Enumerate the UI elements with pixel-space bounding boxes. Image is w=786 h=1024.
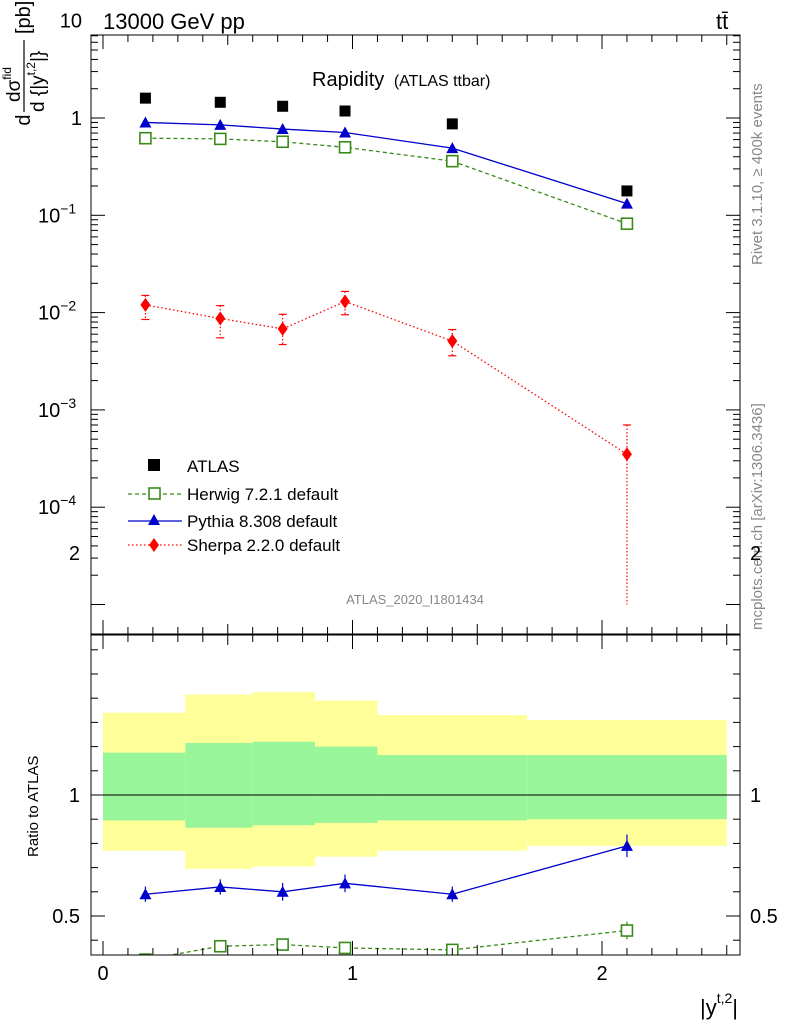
main-plot-marks [139, 92, 634, 605]
plot-title-sub: (ATLAS ttbar) [394, 73, 491, 90]
herwig-point-5 [620, 217, 634, 230]
ratio-pythia-curve [145, 845, 628, 895]
sherpa-point-3 [340, 294, 351, 309]
atlas-point-3 [339, 105, 351, 117]
main-ylabel-unit: [pb] [13, 1, 35, 34]
main-ytick-label-4: 10−3 [38, 395, 76, 422]
legend-atlas-label: ATLAS [187, 457, 240, 476]
pythia-point-3 [339, 126, 352, 138]
ratio-herwig-point-2 [276, 938, 289, 951]
rivet-version-label: Rivet 3.1.10, ≥ 400k events [749, 83, 766, 265]
ratio-band-inner-1 [185, 742, 253, 828]
pythia-point-5 [620, 197, 633, 209]
pythia-point-1 [214, 118, 227, 130]
herwig-point-3 [338, 140, 352, 154]
legend: ATLAS Herwig 7.2.1 default Pythia 8.308 … [128, 457, 340, 555]
ratio-herwig-point-5 [620, 924, 634, 937]
sherpa-point-4 [447, 334, 458, 349]
ratio-herwig-curve [167, 929, 628, 955]
ratio-band-inner-3 [315, 746, 378, 823]
main-ylabel-d: d [13, 114, 35, 125]
main-ytick-label-0: 10 [60, 11, 82, 33]
plot-title-main: Rapidity [312, 69, 384, 91]
ratio-pythia-point-5 [620, 839, 633, 851]
xtick-label-0: 0 [97, 963, 108, 985]
ratio-ytick-label-left-1: 1 [69, 785, 80, 807]
sherpa-curve [145, 300, 628, 455]
sherpa-point-2 [277, 321, 288, 336]
main-ylabel: d dσfid d {|yt,2|} [pb] [0, 1, 49, 126]
ratio-herwig-point-1 [213, 939, 227, 953]
main-ylabel-denominator: d {|yt,2|} [24, 51, 49, 112]
xlabel: |yt,2| [700, 990, 738, 1020]
pythia-curve [145, 121, 628, 205]
ratio-uncertainty-bands [103, 692, 727, 869]
main-ytick-label-1: 1 [71, 108, 82, 130]
legend-pythia-marker [148, 514, 160, 525]
axis-ticks [91, 35, 740, 955]
atlas-point-2 [277, 100, 289, 112]
xtick-label-1: 1 [347, 963, 358, 985]
ratio-ytick-label-left-0: 2 [69, 543, 80, 565]
ratio-ylabel: Ratio to ATLAS [25, 756, 42, 857]
legend-sherpa-marker [149, 538, 159, 552]
main-ytick-label-3: 10−2 [38, 298, 76, 325]
main-ylabel-numerator: dσfid [0, 67, 25, 102]
legend-atlas-marker [148, 459, 160, 471]
energy-label: 13000 GeV pp [103, 9, 245, 34]
ratio-pythia-point-1 [214, 880, 227, 892]
pythia-point-0 [139, 116, 152, 128]
sherpa-point-0 [140, 297, 151, 312]
ratio-pythia-point-3 [339, 877, 352, 889]
pythia-point-2 [276, 123, 289, 135]
herwig-point-1 [213, 132, 227, 146]
ratio-ytick-label-right-0: 2 [750, 543, 761, 565]
ratio-ytick-label-right-1: 1 [750, 785, 761, 807]
ratio-pythia-point-2 [276, 885, 289, 897]
atlas-point-1 [214, 96, 226, 108]
plot-title: Rapidity (ATLAS ttbar) [312, 69, 490, 91]
legend-herwig-label: Herwig 7.2.1 default [187, 485, 338, 504]
ratio-herwig-point-3 [338, 941, 352, 955]
herwig-curve [145, 137, 628, 225]
sherpa-point-5 [621, 447, 632, 462]
ratio-herwig-point-0 [139, 953, 152, 955]
main-ytick-label-5: 10−4 [38, 492, 76, 519]
ratio-band-inner-4 [377, 755, 528, 821]
legend-pythia-label: Pythia 8.308 default [187, 512, 338, 531]
ratio-band-inner-5 [527, 755, 727, 820]
herwig-point-0 [139, 131, 152, 145]
xtick-label-2: 2 [596, 963, 607, 985]
ratio-ytick-label-right-2: 0.5 [750, 906, 778, 928]
atlas-point-0 [139, 92, 151, 104]
herwig-point-4 [445, 154, 459, 168]
ratio-pythia-point-0 [139, 888, 152, 900]
analysis-id-label: ATLAS_2020_I1801434 [346, 592, 484, 607]
sherpa-point-1 [215, 311, 226, 326]
legend-herwig-marker [148, 487, 161, 500]
legend-sherpa-label: Sherpa 2.2.0 default [187, 536, 340, 555]
ratio-band-inner-2 [252, 741, 316, 826]
axis-tick-labels: 10 1 10−1 10−2 10−3 10−4 2 2 1 1 0.5 0.5 0 1 2 [38, 11, 778, 985]
ratio-ytick-label-left-2: 0.5 [52, 906, 80, 928]
pythia-point-4 [446, 142, 459, 154]
main-ytick-label-2: 10−1 [38, 200, 76, 227]
herwig-point-2 [276, 135, 289, 149]
mcplots-label: mcplots.cern.ch [arXiv:1306.3436] [749, 403, 766, 630]
atlas-point-5 [621, 185, 633, 197]
atlas-point-4 [446, 118, 458, 130]
process-label: tt̄ [716, 9, 728, 34]
ratio-pythia-point-4 [446, 888, 459, 900]
ratio-band-inner-0 [103, 752, 186, 821]
